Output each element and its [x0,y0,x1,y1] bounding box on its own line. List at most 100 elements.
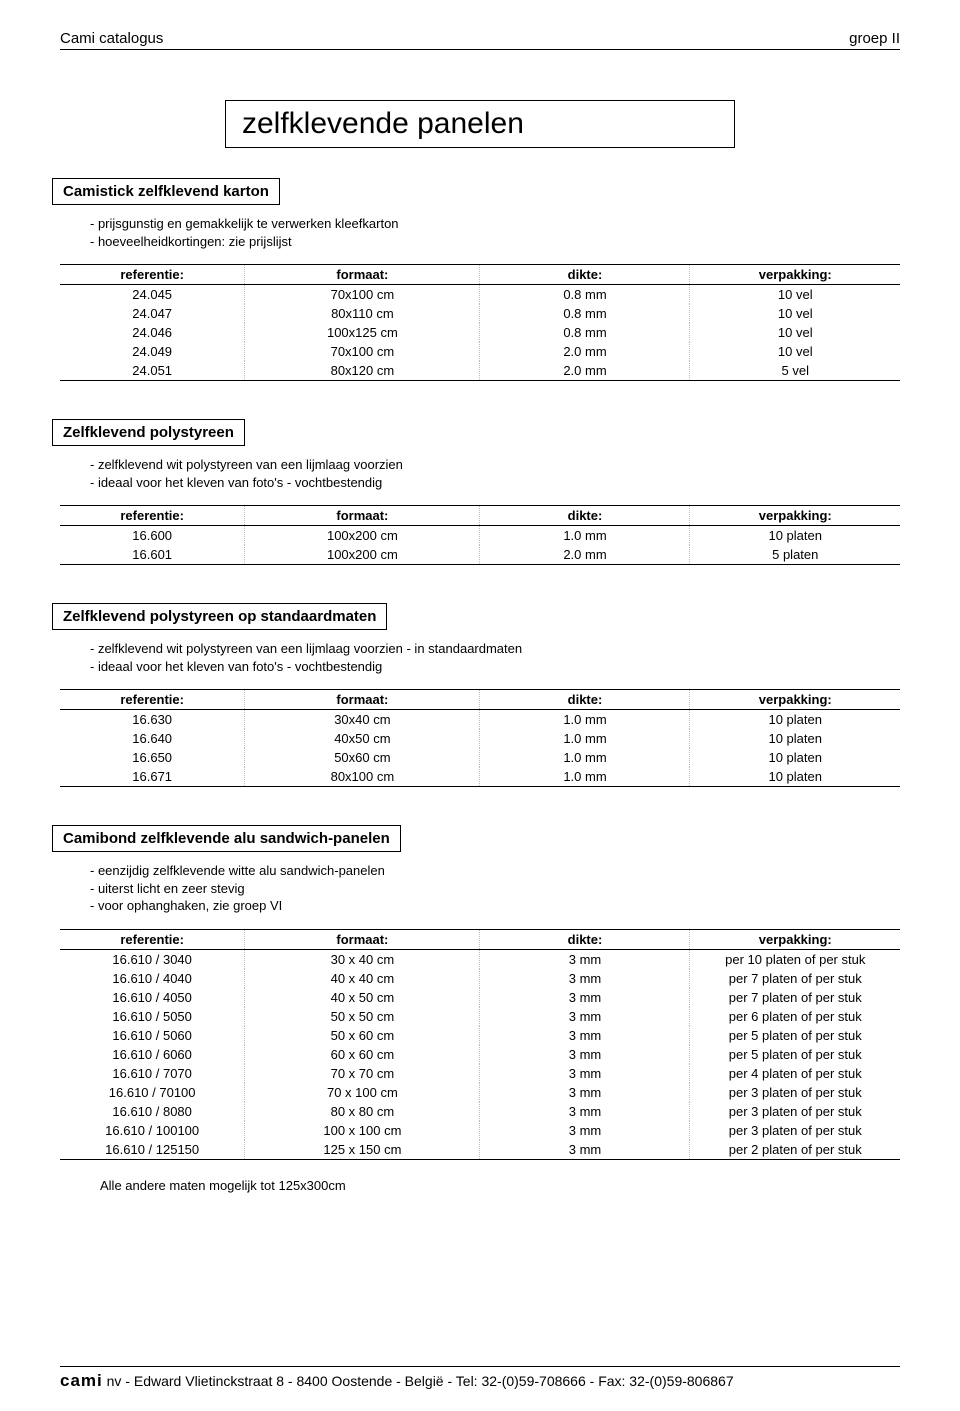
table-cell: 2.0 mm [480,342,690,361]
section: Camibond zelfklevende alu sandwich-panel… [60,825,900,1193]
table-cell: 3 mm [480,1026,690,1045]
table-cell: 3 mm [480,1007,690,1026]
table-header-cell: referentie: [60,690,245,710]
table-cell: 60 x 60 cm [245,1045,480,1064]
section: Zelfklevend polystyreen- zelfklevend wit… [60,419,900,565]
table-header-cell: dikte: [480,506,690,526]
page: Cami catalogus groep II zelfklevende pan… [0,0,960,1411]
table-cell: 10 vel [690,304,900,323]
table-row: 24.04780x110 cm0.8 mm10 vel [60,304,900,323]
table-cell: 10 vel [690,323,900,342]
section-description: - zelfklevend wit polystyreen van een li… [90,640,900,675]
table-cell: 1.0 mm [480,526,690,546]
table-cell: per 3 platen of per stuk [690,1121,900,1140]
table-header-cell: verpakking: [690,690,900,710]
table-cell: 3 mm [480,1045,690,1064]
table-cell: 24.051 [60,361,245,381]
desc-line: - voor ophanghaken, zie groep VI [90,897,900,915]
table-cell: 24.047 [60,304,245,323]
table-header-row: referentie:formaat:dikte:verpakking: [60,506,900,526]
table-row: 24.05180x120 cm2.0 mm5 vel [60,361,900,381]
table-cell: 16.601 [60,545,245,565]
table-header-row: referentie:formaat:dikte:verpakking: [60,929,900,949]
table-cell: per 5 platen of per stuk [690,1045,900,1064]
table-row: 16.610 / 7010070 x 100 cm3 mmper 3 plate… [60,1083,900,1102]
table-row: 16.610 / 505050 x 50 cm3 mmper 6 platen … [60,1007,900,1026]
table-cell: 16.610 / 7070 [60,1064,245,1083]
table-cell: 100 x 100 cm [245,1121,480,1140]
table-cell: 16.610 / 4040 [60,969,245,988]
data-table: referentie:formaat:dikte:verpakking:16.6… [60,929,900,1160]
table-cell: per 4 platen of per stuk [690,1064,900,1083]
table-row: 16.610 / 606060 x 60 cm3 mmper 5 platen … [60,1045,900,1064]
table-header-cell: referentie: [60,265,245,285]
table-cell: 16.630 [60,710,245,730]
table-cell: 16.610 / 3040 [60,949,245,969]
desc-line: - zelfklevend wit polystyreen van een li… [90,456,900,474]
table-row: 24.04970x100 cm2.0 mm10 vel [60,342,900,361]
table-cell: per 2 platen of per stuk [690,1140,900,1160]
section-description: - prijsgunstig en gemakkelijk te verwerk… [90,215,900,250]
table-cell: 1.0 mm [480,767,690,787]
data-table: referentie:formaat:dikte:verpakking:24.0… [60,264,900,381]
table-cell: 1.0 mm [480,748,690,767]
page-header: Cami catalogus groep II [60,30,900,47]
table-cell: 16.610 / 8080 [60,1102,245,1121]
table-header-row: referentie:formaat:dikte:verpakking: [60,690,900,710]
table-cell: 24.049 [60,342,245,361]
table-cell: 40 x 50 cm [245,988,480,1007]
table-cell: per 3 platen of per stuk [690,1102,900,1121]
table-row: 16.67180x100 cm1.0 mm10 platen [60,767,900,787]
table-cell: per 5 platen of per stuk [690,1026,900,1045]
table-cell: 10 platen [690,710,900,730]
table-cell: 16.610 / 5060 [60,1026,245,1045]
section-description: - eenzijdig zelfklevende witte alu sandw… [90,862,900,915]
table-cell: 40 x 40 cm [245,969,480,988]
table-header-cell: referentie: [60,506,245,526]
table-row: 24.04570x100 cm0.8 mm10 vel [60,285,900,305]
table-cell: 16.600 [60,526,245,546]
desc-line: - ideaal voor het kleven van foto's - vo… [90,658,900,676]
table-cell: 5 vel [690,361,900,381]
table-cell: 50x60 cm [245,748,480,767]
table-cell: 3 mm [480,1083,690,1102]
table-cell: 3 mm [480,988,690,1007]
desc-line: - ideaal voor het kleven van foto's - vo… [90,474,900,492]
table-cell: 3 mm [480,1102,690,1121]
table-cell: per 10 platen of per stuk [690,949,900,969]
table-cell: 100x125 cm [245,323,480,342]
table-cell: 100x200 cm [245,526,480,546]
table-cell: per 7 platen of per stuk [690,988,900,1007]
table-cell: 125 x 150 cm [245,1140,480,1160]
table-row: 16.610 / 707070 x 70 cm3 mmper 4 platen … [60,1064,900,1083]
table-cell: 3 mm [480,1121,690,1140]
table-cell: 16.640 [60,729,245,748]
table-cell: 24.046 [60,323,245,342]
table-cell: 3 mm [480,1064,690,1083]
table-header-cell: verpakking: [690,506,900,526]
table-cell: 16.610 / 70100 [60,1083,245,1102]
desc-line: - uiterst licht en zeer stevig [90,880,900,898]
table-cell: 30 x 40 cm [245,949,480,969]
table-cell: 16.610 / 125150 [60,1140,245,1160]
page-footer: cami nv - Edward Vlietinckstraat 8 - 840… [60,1366,900,1391]
table-cell: 16.610 / 100100 [60,1121,245,1140]
table-cell: 70x100 cm [245,285,480,305]
table-row: 16.610 / 304030 x 40 cm3 mmper 10 platen… [60,949,900,969]
table-cell: 3 mm [480,949,690,969]
table-row: 16.601100x200 cm2.0 mm5 platen [60,545,900,565]
table-row: 24.046100x125 cm0.8 mm10 vel [60,323,900,342]
main-title: zelfklevende panelen [225,100,735,148]
table-cell: 10 vel [690,285,900,305]
table-cell: 80x110 cm [245,304,480,323]
table-cell: 2.0 mm [480,545,690,565]
table-row: 16.610 / 808080 x 80 cm3 mmper 3 platen … [60,1102,900,1121]
table-header-cell: verpakking: [690,265,900,285]
desc-line: - prijsgunstig en gemakkelijk te verwerk… [90,215,900,233]
table-cell: 100x200 cm [245,545,480,565]
table-cell: per 3 platen of per stuk [690,1083,900,1102]
table-row: 16.610 / 100100100 x 100 cm3 mmper 3 pla… [60,1121,900,1140]
table-cell: 70 x 70 cm [245,1064,480,1083]
table-cell: 0.8 mm [480,304,690,323]
table-cell: 0.8 mm [480,285,690,305]
